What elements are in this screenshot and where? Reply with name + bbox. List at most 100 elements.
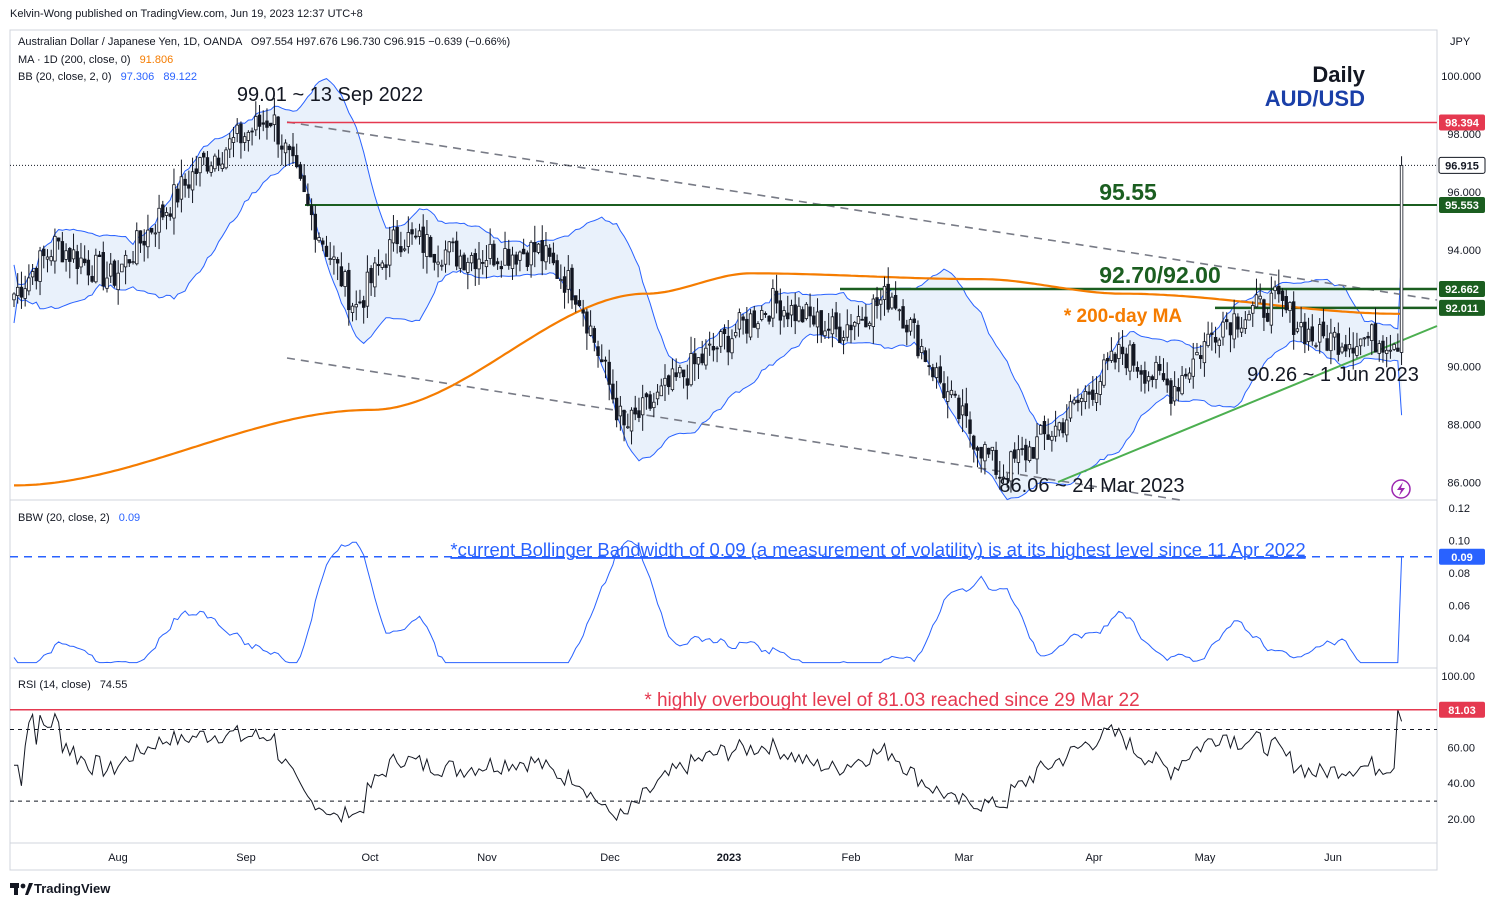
- bbw-series: [10, 540, 1437, 664]
- candle: [499, 260, 504, 278]
- svg-text:BB (20, close, 2, 0) 97.30: BB (20, close, 2, 0) 97.306 89.122: [18, 71, 197, 83]
- candle: [897, 308, 902, 321]
- candle: [462, 252, 466, 271]
- candle: [1377, 340, 1381, 362]
- candle: [488, 228, 492, 265]
- resistance-price-tag-bg: [1439, 114, 1485, 131]
- candle: [321, 237, 325, 252]
- candle: [1154, 355, 1158, 389]
- candle: [12, 292, 16, 307]
- candle: [696, 357, 701, 380]
- candle: [1094, 376, 1099, 412]
- rsi-path: [14, 709, 1403, 824]
- candle: [1184, 368, 1188, 379]
- candle: [1396, 333, 1400, 352]
- candle: [68, 246, 72, 279]
- candle: [919, 338, 924, 360]
- candle: [492, 240, 496, 267]
- candle: [994, 441, 998, 480]
- candle: [614, 380, 619, 428]
- candle: [402, 239, 407, 252]
- price-tick-label: 98.000: [1447, 129, 1481, 141]
- candle: [700, 340, 704, 366]
- candle: [161, 200, 165, 221]
- candle: [283, 139, 288, 167]
- last-price-tag: 96.915: [1445, 160, 1479, 172]
- candle: [1288, 301, 1292, 323]
- candle: [116, 260, 120, 305]
- candle: [1355, 332, 1359, 359]
- candle: [228, 133, 232, 159]
- candle: [585, 308, 589, 350]
- candle: [719, 329, 723, 353]
- last-price-tag-bg: [1438, 156, 1486, 174]
- bb-fill-area: [14, 78, 1402, 500]
- candle: [1329, 318, 1333, 365]
- time-tick-label: Mar: [955, 852, 974, 864]
- bbw-tick-label: 0.12: [1449, 503, 1470, 515]
- candle: [667, 374, 671, 395]
- candle: [1087, 384, 1091, 409]
- candle: [153, 224, 158, 247]
- candle: [1232, 299, 1236, 349]
- candle: [1269, 276, 1274, 334]
- resistance-price-tag: 98.394: [1445, 117, 1480, 129]
- bb-upper-value: 97.306: [121, 71, 155, 83]
- candle: [1158, 355, 1162, 376]
- candle: [741, 313, 745, 335]
- candle: [164, 207, 169, 230]
- candle: [1143, 361, 1147, 394]
- candle: [975, 445, 980, 468]
- candle: [793, 292, 797, 335]
- candle: [547, 244, 552, 264]
- candle: [466, 257, 470, 290]
- candle: [596, 340, 600, 368]
- candle: [659, 378, 663, 397]
- candle: [414, 228, 418, 240]
- candle: [879, 289, 883, 321]
- candle: [979, 446, 983, 473]
- candle: [328, 242, 332, 266]
- candle: [391, 215, 396, 252]
- level-9555-price-tag: 95.553: [1445, 200, 1479, 212]
- tradingview-logo-icon: [10, 883, 33, 895]
- candle: [529, 240, 533, 278]
- candle: [38, 246, 42, 296]
- symbol-label: Australian Dollar / Japanese Yen, 1D, OA…: [18, 36, 243, 48]
- candle: [1068, 394, 1073, 422]
- candle: [484, 245, 489, 279]
- zone-bottom-price-tag-bg: [1439, 299, 1485, 316]
- candle: [425, 220, 429, 274]
- candle: [298, 161, 303, 181]
- candle: [1213, 326, 1218, 354]
- candle: [893, 281, 898, 311]
- candle: [183, 173, 187, 198]
- lightning-icon[interactable]: [1391, 479, 1411, 499]
- candle: [544, 232, 548, 270]
- bbw-tick-label: 0.04: [1449, 633, 1470, 645]
- candle: [361, 295, 366, 324]
- candle: [1384, 336, 1389, 368]
- candle: [577, 289, 582, 307]
- candle: [1053, 410, 1058, 442]
- candle: [1210, 322, 1214, 351]
- candle: [268, 122, 273, 128]
- candle: [1217, 337, 1221, 358]
- candle: [138, 230, 143, 253]
- candle: [689, 336, 693, 387]
- ma-label: MA · 1D (200, close, 0): [18, 54, 131, 66]
- candle: [800, 306, 805, 323]
- candle: [172, 168, 176, 235]
- candle: [1079, 394, 1084, 416]
- rsi-note: * highly overbought level of 81.03 reach…: [644, 690, 1139, 711]
- time-tick-label: Jun: [1324, 852, 1342, 864]
- bb-lower-value: 89.122: [163, 71, 197, 83]
- bbw-value-tag: 0.09: [1451, 552, 1472, 564]
- candle: [600, 344, 604, 363]
- candle: [365, 255, 370, 319]
- candle: [1392, 342, 1396, 351]
- candle: [1351, 332, 1355, 370]
- candle: [841, 330, 846, 355]
- candle: [521, 238, 526, 255]
- candle: [220, 152, 225, 172]
